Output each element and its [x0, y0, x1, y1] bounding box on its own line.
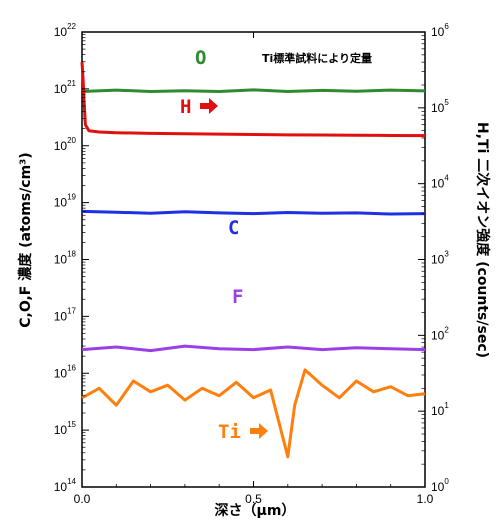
left-tick-exponent: 20	[67, 136, 76, 145]
left-tick-base: 10	[54, 82, 68, 96]
plot-frame	[81, 31, 426, 488]
right-tick-exponent: 6	[444, 22, 449, 31]
left-tick-label: 1019	[54, 193, 77, 210]
right-tick-exponent: 5	[444, 98, 449, 107]
left-tick-base: 10	[54, 25, 68, 39]
right-tick-label: 103	[431, 250, 449, 267]
left-tick-label: 1015	[54, 420, 77, 437]
left-tick-exponent: 17	[67, 306, 76, 315]
series-line-f	[81, 344, 426, 353]
series-line-h	[80, 62, 426, 138]
right-tick-base: 10	[431, 480, 445, 494]
x-axis-title: 深さ（μm）	[215, 502, 296, 519]
right-tick-label: 101	[431, 401, 449, 418]
left-tick-label: 1016	[54, 363, 77, 380]
left-tick-base: 10	[54, 480, 68, 494]
left-axis-title: C,O,F 濃度 (atoms/cm³)	[17, 152, 34, 327]
right-tick-label: 105	[431, 98, 449, 115]
left-tick-base: 10	[54, 196, 68, 210]
left-tick-base: 10	[54, 253, 68, 267]
right-tick-label: 104	[431, 174, 449, 191]
series-line-ti	[81, 368, 426, 459]
x-tick-label: 0.0	[74, 492, 91, 506]
left-tick-base: 10	[54, 423, 68, 437]
left-tick-exponent: 19	[67, 193, 76, 202]
right-tick-exponent: 4	[444, 174, 449, 183]
series-line-o	[81, 88, 426, 93]
right-tick-label: 106	[431, 22, 449, 39]
arrow-right-icon	[200, 98, 218, 114]
series-label-o: O	[195, 47, 206, 69]
left-tick-label: 1020	[54, 136, 77, 153]
left-tick-label: 1018	[54, 250, 77, 267]
right-tick-base: 10	[431, 253, 445, 267]
right-tick-label: 102	[431, 325, 449, 342]
right-tick-base: 10	[431, 25, 445, 39]
left-tick-label: 1014	[54, 477, 77, 494]
series-label-h: H	[180, 96, 191, 118]
right-tick-exponent: 0	[444, 477, 449, 486]
left-tick-label: 1021	[54, 79, 77, 96]
left-tick-base: 10	[54, 366, 68, 380]
right-tick-exponent: 3	[444, 250, 449, 259]
right-tick-exponent: 2	[444, 325, 449, 334]
series-label-f: F	[232, 286, 243, 308]
right-tick-exponent: 1	[444, 401, 449, 410]
x-tick-label: 1.0	[417, 492, 434, 506]
series-label-ti: Ti	[218, 421, 241, 443]
left-tick-exponent: 22	[67, 22, 76, 31]
left-tick-label: 1017	[54, 306, 77, 323]
quantification-note: Ti標準試料により定量	[262, 51, 372, 65]
left-tick-exponent: 21	[67, 79, 76, 88]
series-label-c: C	[228, 217, 239, 239]
left-tick-exponent: 14	[67, 477, 76, 486]
series-layer: O H C F Ti	[80, 47, 426, 459]
left-tick-exponent: 15	[67, 420, 76, 429]
left-tick-exponent: 16	[67, 363, 76, 372]
right-tick-base: 10	[431, 101, 445, 115]
right-tick-base: 10	[431, 177, 445, 191]
right-tick-base: 10	[431, 404, 445, 418]
plot-area	[81, 31, 426, 488]
left-tick-label: 1022	[54, 22, 77, 39]
arrow-right-icon	[250, 423, 268, 439]
series-line-c	[81, 209, 426, 216]
tick-layer: 0.0 0.5 1.01014101510161017101810191020102…	[54, 22, 450, 506]
right-tick-base: 10	[431, 328, 445, 342]
left-tick-base: 10	[54, 139, 68, 153]
right-tick-label: 100	[431, 477, 449, 494]
left-tick-exponent: 18	[67, 250, 76, 259]
left-tick-base: 10	[54, 309, 68, 323]
x-tick-label: 0.5	[245, 492, 262, 506]
right-axis-title: H,Ti 二次イオン強度 (counts/sec)	[474, 122, 491, 358]
